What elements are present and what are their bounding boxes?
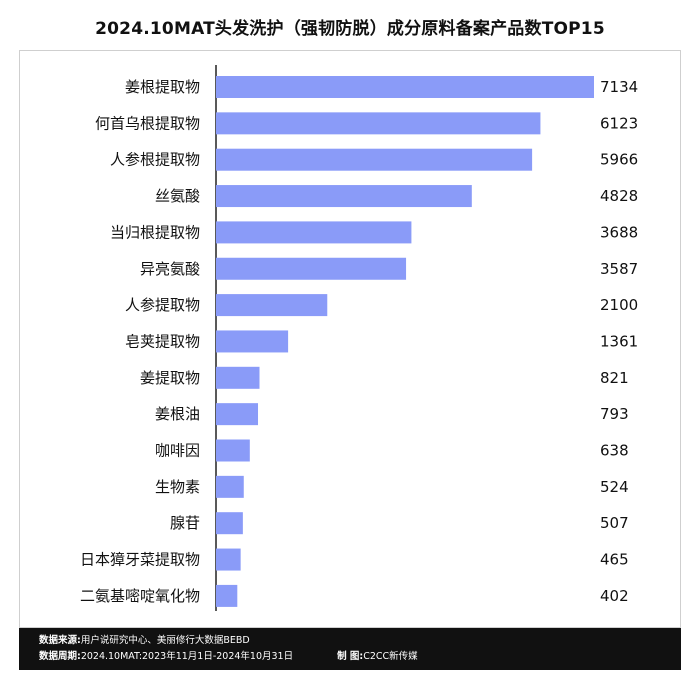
bar	[216, 76, 594, 98]
category-label: 人参根提取物	[110, 151, 200, 169]
category-label: 日本獐牙菜提取物	[80, 551, 200, 569]
category-label: 生物素	[155, 478, 200, 496]
category-label: 皂荚提取物	[125, 332, 200, 350]
value-label: 402	[600, 587, 629, 605]
bar	[216, 221, 412, 244]
made-by-value: C2CC新传媒	[363, 651, 418, 662]
value-label: 465	[600, 551, 629, 569]
bar	[216, 512, 243, 535]
value-label: 7134	[600, 78, 638, 96]
bar	[216, 257, 407, 280]
category-label: 人参提取物	[125, 296, 200, 314]
bar	[216, 330, 289, 353]
footer-bar: 数据来源:用户说研究中心、美丽修行大数据BEBD 数据周期:2024.10MAT…	[19, 628, 681, 670]
chart-frame: 姜根提取物 7134 何首乌根提取物 6123 人参根提取物 5966 丝氨酸 4828 当归根…	[19, 50, 681, 628]
category-label: 当归根提取物	[110, 223, 200, 241]
category-label: 丝氨酸	[155, 187, 200, 205]
bar	[216, 112, 541, 135]
value-label: 638	[600, 442, 629, 460]
value-label: 821	[600, 369, 629, 387]
bar	[216, 439, 250, 462]
category-label: 姜根提取物	[125, 78, 200, 96]
bar	[216, 294, 328, 317]
value-label: 1361	[600, 332, 638, 350]
period-value: 2024.10MAT:2023年11月1日-2024年10月31日	[80, 651, 294, 662]
category-label: 异亮氨酸	[140, 260, 200, 278]
chart-title: 2024.10MAT头发洗护（强韧防脱）成分原料备案产品数TOP15	[95, 19, 605, 39]
value-label: 524	[600, 478, 629, 496]
bar	[216, 548, 241, 571]
value-label: 4828	[600, 187, 638, 205]
bar	[216, 584, 238, 607]
value-label: 3688	[600, 223, 638, 241]
category-label: 姜提取物	[140, 369, 200, 387]
bar	[216, 475, 244, 498]
bar	[216, 403, 259, 426]
bar	[216, 366, 260, 389]
value-label: 6123	[600, 114, 638, 132]
category-label: 咖啡因	[155, 442, 200, 460]
bar	[216, 185, 472, 208]
period-label: 数据周期:	[39, 651, 81, 662]
bar-chart: 姜根提取物 7134 何首乌根提取物 6123 人参根提取物 5966 丝氨酸 4828 当归根…	[80, 65, 638, 611]
value-label: 5966	[600, 151, 638, 169]
value-label: 3587	[600, 260, 638, 278]
value-label: 507	[600, 514, 629, 532]
bar	[216, 148, 533, 171]
category-label: 何首乌根提取物	[95, 114, 200, 132]
category-label: 姜根油	[155, 405, 200, 423]
category-label: 二氨基嘧啶氧化物	[80, 587, 200, 605]
source-label: 数据来源:	[39, 635, 81, 646]
value-label: 793	[600, 405, 629, 423]
made-by-label: 制 图:	[337, 651, 364, 662]
source-value: 用户说研究中心、美丽修行大数据BEBD	[80, 635, 250, 646]
value-label: 2100	[600, 296, 638, 314]
category-label: 腺苷	[170, 514, 200, 532]
